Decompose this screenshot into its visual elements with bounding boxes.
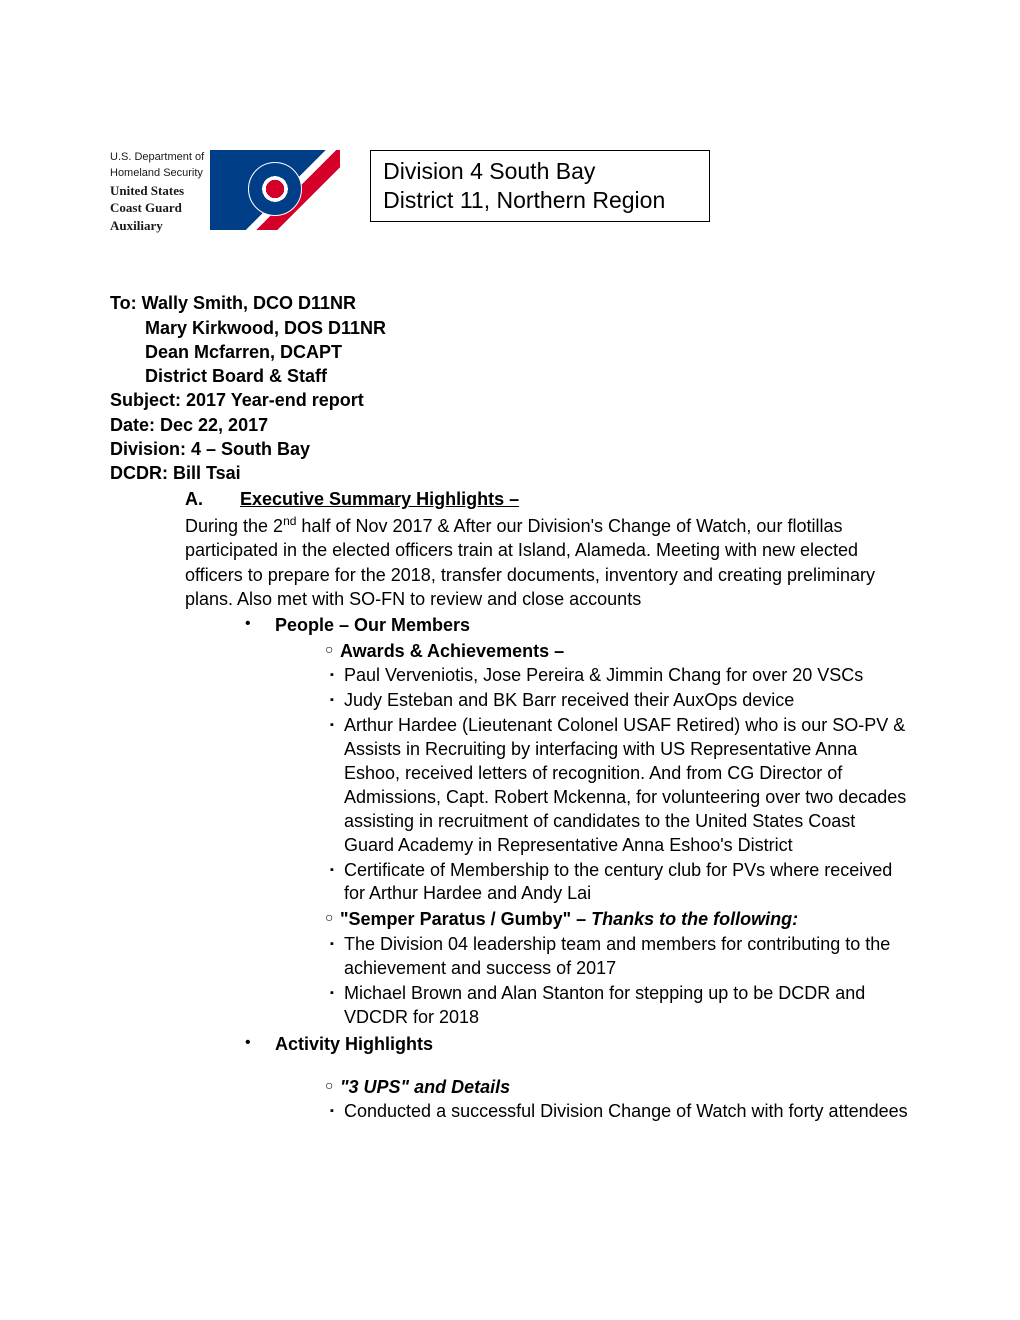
list-item: ▪ Paul Verveniotis, Jose Pereira & Jimmi… <box>330 664 910 688</box>
memo-subject: Subject: 2017 Year-end report <box>110 388 910 412</box>
section-heading: Executive Summary Highlights – <box>240 488 519 511</box>
memo-division: Division: 4 – South Bay <box>110 437 910 461</box>
memo-to: To: Wally Smith, DCO D11NR <box>110 291 910 315</box>
bullet-square-icon: ▪ <box>330 689 344 713</box>
division-title-box: Division 4 South Bay District 11, Northe… <box>370 150 710 222</box>
semper-heading-bold: "Semper Paratus / Gumby" – <box>340 909 591 929</box>
section-a: A. Executive Summary Highlights – <box>110 488 910 511</box>
section-letter: A. <box>185 488 240 511</box>
award-text: Arthur Hardee (Lieutenant Colonel USAF R… <box>344 714 910 858</box>
bullet-square-icon: ▪ <box>330 859 344 907</box>
bullet-circle-icon: ○ <box>325 640 340 663</box>
semper-heading-italic: Thanks to the following: <box>591 909 798 929</box>
activity-section: • Activity Highlights <box>110 1033 910 1056</box>
bullet-square-icon: ▪ <box>330 1100 344 1124</box>
memo-date: Date: Dec 22, 2017 <box>110 413 910 437</box>
activity-heading: Activity Highlights <box>275 1033 433 1056</box>
bullet-square-icon: ▪ <box>330 982 344 1030</box>
summary-pre: During the 2 <box>185 516 283 536</box>
awards-subsection: ○ Awards & Achievements – <box>110 640 910 663</box>
semper-list: ▪ The Division 04 leadership team and me… <box>110 933 910 1030</box>
uscg-seal-graphic <box>210 150 340 230</box>
semper-text: Michael Brown and Alan Stanton for stepp… <box>344 982 910 1030</box>
award-text: Paul Verveniotis, Jose Pereira & Jimmin … <box>344 664 910 688</box>
org-line-3: Auxiliary <box>110 218 204 235</box>
bullet-square-icon: ▪ <box>330 714 344 858</box>
spacer <box>110 1056 910 1074</box>
semper-heading: "Semper Paratus / Gumby" – Thanks to the… <box>340 908 798 931</box>
award-text: Judy Esteban and BK Barr received their … <box>344 689 910 713</box>
list-item: ▪ Certificate of Membership to the centu… <box>330 859 910 907</box>
memo-to-2: Mary Kirkwood, DOS D11NR <box>110 316 910 340</box>
bullet-circle-icon: ○ <box>325 1076 340 1099</box>
ups-heading: "3 UPS" and Details <box>340 1076 510 1099</box>
bullet-square-icon: ▪ <box>330 933 344 981</box>
bullet-dot-icon: • <box>245 1033 275 1056</box>
list-item: ▪ The Division 04 leadership team and me… <box>330 933 910 981</box>
list-item: ▪ Judy Esteban and BK Barr received thei… <box>330 689 910 713</box>
dept-line-1: U.S. Department of <box>110 150 204 164</box>
section-a-title: A. Executive Summary Highlights – <box>185 488 910 511</box>
people-section: • People – Our Members <box>110 614 910 637</box>
letterhead: U.S. Department of Homeland Security Uni… <box>110 150 910 236</box>
org-line-2: Coast Guard <box>110 200 204 217</box>
summary-post: half of Nov 2017 & After our Division's … <box>185 516 875 609</box>
list-item: ▪ Conducted a successful Division Change… <box>330 1100 910 1124</box>
ups-text: Conducted a successful Division Change o… <box>344 1100 910 1124</box>
memo-to-3: Dean Mcfarren, DCAPT <box>110 340 910 364</box>
bullet-dot-icon: • <box>245 614 275 637</box>
memo-header: To: Wally Smith, DCO D11NR Mary Kirkwood… <box>110 291 910 485</box>
semper-text: The Division 04 leadership team and memb… <box>344 933 910 981</box>
list-item: ▪ Michael Brown and Alan Stanton for ste… <box>330 982 910 1030</box>
department-text: U.S. Department of Homeland Security Uni… <box>110 150 204 236</box>
uscg-seal-icon <box>248 162 302 216</box>
bullet-square-icon: ▪ <box>330 664 344 688</box>
list-item: ▪ Arthur Hardee (Lieutenant Colonel USAF… <box>330 714 910 858</box>
org-line-1: United States <box>110 183 204 200</box>
memo-to-4: District Board & Staff <box>110 364 910 388</box>
ups-subsection: ○ "3 UPS" and Details <box>110 1076 910 1099</box>
logo-block: U.S. Department of Homeland Security Uni… <box>110 150 340 236</box>
summary-superscript: nd <box>283 514 296 528</box>
people-heading: People – Our Members <box>275 614 470 637</box>
title-line-1: Division 4 South Bay <box>383 157 697 186</box>
bullet-circle-icon: ○ <box>325 908 340 931</box>
semper-subsection: ○ "Semper Paratus / Gumby" – Thanks to t… <box>110 908 910 931</box>
award-text: Certificate of Membership to the century… <box>344 859 910 907</box>
memo-dcdr: DCDR: Bill Tsai <box>110 461 910 485</box>
title-line-2: District 11, Northern Region <box>383 186 697 215</box>
awards-heading: Awards & Achievements – <box>340 640 564 663</box>
ups-list: ▪ Conducted a successful Division Change… <box>110 1100 910 1124</box>
awards-list: ▪ Paul Verveniotis, Jose Pereira & Jimmi… <box>110 664 910 906</box>
dept-line-2: Homeland Security <box>110 166 204 180</box>
executive-summary-body: During the 2nd half of Nov 2017 & After … <box>110 513 910 611</box>
